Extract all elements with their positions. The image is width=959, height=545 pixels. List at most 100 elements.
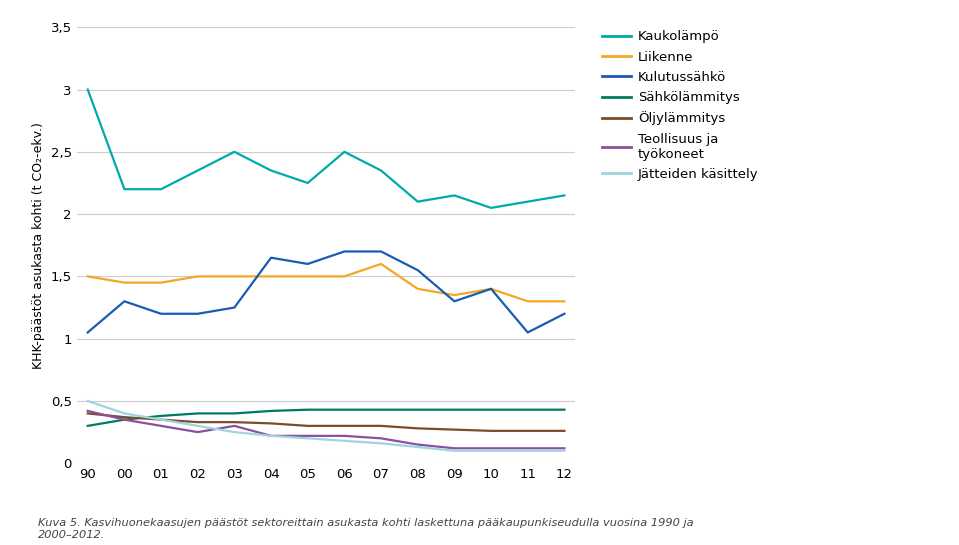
Sähkölämmitys	[192, 410, 203, 417]
Jätteiden käsittely	[559, 447, 571, 454]
Kaukolämpö	[522, 198, 533, 205]
Jätteiden käsittely	[82, 398, 93, 404]
Teollisuus ja työkoneet	[449, 445, 460, 452]
Line: Teollisuus ja työkoneet: Teollisuus ja työkoneet	[87, 411, 565, 449]
Jätteiden käsittely	[339, 438, 350, 444]
Teollisuus ja työkoneet	[192, 429, 203, 435]
Liikenne	[82, 273, 93, 280]
Sähkölämmitys	[375, 407, 386, 413]
Sähkölämmitys	[228, 410, 240, 417]
Jätteiden käsittely	[522, 447, 533, 454]
Kulutussähkö	[375, 248, 386, 255]
Kulutussähkö	[82, 329, 93, 336]
Kaukolämpö	[82, 86, 93, 93]
Jätteiden käsittely	[266, 433, 277, 439]
Kulutussähkö	[302, 261, 314, 267]
Kulutussähkö	[412, 267, 424, 274]
Sähkölämmitys	[559, 407, 571, 413]
Teollisuus ja työkoneet	[559, 445, 571, 452]
Kaukolämpö	[485, 204, 497, 211]
Line: Öljylämmitys: Öljylämmitys	[87, 414, 565, 431]
Öljylämmitys	[339, 422, 350, 429]
Öljylämmitys	[375, 422, 386, 429]
Kulutussähkö	[522, 329, 533, 336]
Jätteiden käsittely	[449, 447, 460, 454]
Liikenne	[559, 298, 571, 305]
Öljylämmitys	[412, 425, 424, 432]
Liikenne	[485, 286, 497, 292]
Öljylämmitys	[82, 410, 93, 417]
Jätteiden käsittely	[228, 429, 240, 435]
Liikenne	[119, 280, 130, 286]
Text: Kuva 5. Kasvihuonekaasujen päästöt sektoreittain asukasta kohti laskettuna pääka: Kuva 5. Kasvihuonekaasujen päästöt sekto…	[38, 518, 694, 540]
Jätteiden käsittely	[192, 422, 203, 429]
Teollisuus ja työkoneet	[82, 408, 93, 414]
Sähkölämmitys	[412, 407, 424, 413]
Kaukolämpö	[119, 186, 130, 192]
Liikenne	[266, 273, 277, 280]
Kaukolämpö	[266, 167, 277, 174]
Sähkölämmitys	[302, 407, 314, 413]
Sähkölämmitys	[339, 407, 350, 413]
Sähkölämmitys	[155, 413, 167, 419]
Legend: Kaukolämpö, Liikenne, Kulutussähkö, Sähkölämmitys, Öljylämmitys, Teollisuus ja
t: Kaukolämpö, Liikenne, Kulutussähkö, Sähk…	[596, 25, 763, 186]
Line: Kaukolämpö: Kaukolämpö	[87, 89, 565, 208]
Öljylämmitys	[559, 428, 571, 434]
Liikenne	[192, 273, 203, 280]
Liikenne	[228, 273, 240, 280]
Jätteiden käsittely	[412, 444, 424, 450]
Sähkölämmitys	[266, 408, 277, 414]
Kaukolämpö	[302, 180, 314, 186]
Y-axis label: KHK-päästöt asukasta kohti (t CO₂-ekv.): KHK-päästöt asukasta kohti (t CO₂-ekv.)	[33, 122, 45, 368]
Kaukolämpö	[228, 149, 240, 155]
Teollisuus ja työkoneet	[375, 435, 386, 441]
Öljylämmitys	[228, 419, 240, 426]
Kaukolämpö	[192, 167, 203, 174]
Kulutussähkö	[485, 286, 497, 292]
Kaukolämpö	[339, 149, 350, 155]
Liikenne	[302, 273, 314, 280]
Sähkölämmitys	[82, 422, 93, 429]
Jätteiden käsittely	[119, 410, 130, 417]
Teollisuus ja työkoneet	[228, 422, 240, 429]
Sähkölämmitys	[485, 407, 497, 413]
Teollisuus ja työkoneet	[339, 433, 350, 439]
Kulutussähkö	[228, 304, 240, 311]
Kaukolämpö	[412, 198, 424, 205]
Kaukolämpö	[375, 167, 386, 174]
Teollisuus ja työkoneet	[119, 416, 130, 423]
Teollisuus ja työkoneet	[485, 445, 497, 452]
Line: Jätteiden käsittely: Jätteiden käsittely	[87, 401, 565, 451]
Teollisuus ja työkoneet	[412, 441, 424, 448]
Liikenne	[375, 261, 386, 267]
Liikenne	[339, 273, 350, 280]
Kulutussähkö	[119, 298, 130, 305]
Kulutussähkö	[266, 255, 277, 261]
Liikenne	[155, 280, 167, 286]
Jätteiden käsittely	[375, 440, 386, 446]
Öljylämmitys	[485, 428, 497, 434]
Liikenne	[449, 292, 460, 298]
Line: Sähkölämmitys: Sähkölämmitys	[87, 410, 565, 426]
Kulutussähkö	[449, 298, 460, 305]
Öljylämmitys	[302, 422, 314, 429]
Öljylämmitys	[522, 428, 533, 434]
Jätteiden käsittely	[485, 447, 497, 454]
Öljylämmitys	[119, 414, 130, 420]
Öljylämmitys	[155, 416, 167, 423]
Sähkölämmitys	[522, 407, 533, 413]
Sähkölämmitys	[449, 407, 460, 413]
Line: Liikenne: Liikenne	[87, 264, 565, 301]
Teollisuus ja työkoneet	[155, 422, 167, 429]
Kaukolämpö	[559, 192, 571, 199]
Teollisuus ja työkoneet	[302, 433, 314, 439]
Öljylämmitys	[449, 426, 460, 433]
Kaukolämpö	[155, 186, 167, 192]
Kaukolämpö	[449, 192, 460, 199]
Teollisuus ja työkoneet	[266, 433, 277, 439]
Teollisuus ja työkoneet	[522, 445, 533, 452]
Kulutussähkö	[155, 311, 167, 317]
Liikenne	[412, 286, 424, 292]
Kulutussähkö	[559, 311, 571, 317]
Kulutussähkö	[339, 248, 350, 255]
